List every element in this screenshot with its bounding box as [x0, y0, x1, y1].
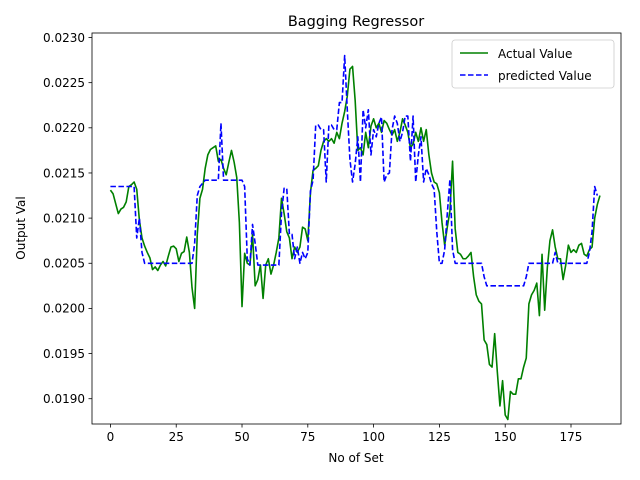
legend-label-predicted: predicted Value — [498, 69, 592, 83]
legend: Actual Value predicted Value — [451, 39, 615, 89]
legend-box — [451, 39, 615, 89]
x-tick-label: 50 — [234, 430, 249, 444]
y-tick-label: 0.0210 — [43, 211, 85, 225]
x-tick-label: 150 — [494, 430, 517, 444]
x-tick-label: 175 — [560, 430, 583, 444]
y-axis-label: Output Val — [14, 196, 28, 259]
series-line-0 — [109, 65, 601, 421]
plot-frame — [91, 32, 622, 425]
y-tick-label: 0.0190 — [43, 392, 85, 406]
y-tick-label: 0.0200 — [43, 302, 85, 316]
x-axis-label: No of Set — [328, 451, 384, 465]
x-tick-label: 0 — [107, 430, 115, 444]
legend-label-actual: Actual Value — [498, 47, 572, 61]
chart-title: Bagging Regressor — [288, 14, 424, 30]
series-line-1 — [110, 54, 599, 287]
y-tick-label: 0.0220 — [43, 121, 85, 135]
ticks-layer: 0 25 50 75 100 125 150 175 0.0190 0.0195 0.0200 0.0… — [43, 31, 582, 444]
x-tick-label: 125 — [428, 430, 451, 444]
y-tick-label: 0.0230 — [43, 31, 85, 45]
y-tick-label: 0.0225 — [43, 76, 85, 90]
x-tick-label: 100 — [362, 430, 385, 444]
y-tick-label: 0.0195 — [43, 347, 85, 361]
y-tick-label: 0.0205 — [43, 257, 85, 271]
y-tick-label: 0.0215 — [43, 166, 85, 180]
series-layer — [109, 54, 601, 421]
x-tick-label: 25 — [169, 430, 184, 444]
x-tick-label: 75 — [300, 430, 315, 444]
